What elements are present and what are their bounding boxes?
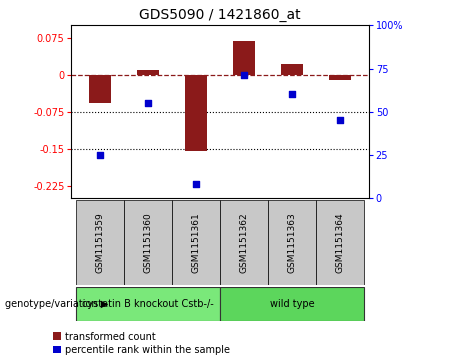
Text: GSM1151361: GSM1151361 (192, 212, 201, 273)
Bar (281, 64, 303, 75)
Bar (316, 200, 364, 285)
Text: GSM1151362: GSM1151362 (240, 212, 248, 273)
Bar (220, 287, 364, 321)
Point (96, 152, 104, 158)
Bar (89, 75, 111, 103)
Point (289, 91, 296, 97)
Bar (76, 200, 124, 285)
Point (144, 100, 152, 106)
Text: cystatin B knockout Cstb-/-: cystatin B knockout Cstb-/- (83, 299, 214, 309)
Bar (220, 200, 268, 285)
Text: wild type: wild type (270, 299, 314, 309)
Text: GSM1151359: GSM1151359 (96, 212, 105, 273)
Bar (185, 75, 207, 151)
Text: genotype/variation ▶: genotype/variation ▶ (5, 299, 108, 309)
Bar (76, 287, 220, 321)
Title: GDS5090 / 1421860_at: GDS5090 / 1421860_at (139, 8, 301, 22)
Point (337, 117, 344, 123)
Point (192, 181, 200, 187)
Text: GSM1151360: GSM1151360 (144, 212, 153, 273)
Bar (268, 200, 316, 285)
Bar (233, 41, 255, 75)
Bar (329, 75, 351, 79)
Text: GSM1151364: GSM1151364 (336, 212, 344, 273)
Bar (172, 200, 220, 285)
Bar (124, 200, 172, 285)
Bar (137, 70, 159, 75)
Point (241, 73, 248, 78)
Legend: transformed count, percentile rank within the sample: transformed count, percentile rank withi… (53, 331, 230, 355)
Text: GSM1151363: GSM1151363 (288, 212, 296, 273)
